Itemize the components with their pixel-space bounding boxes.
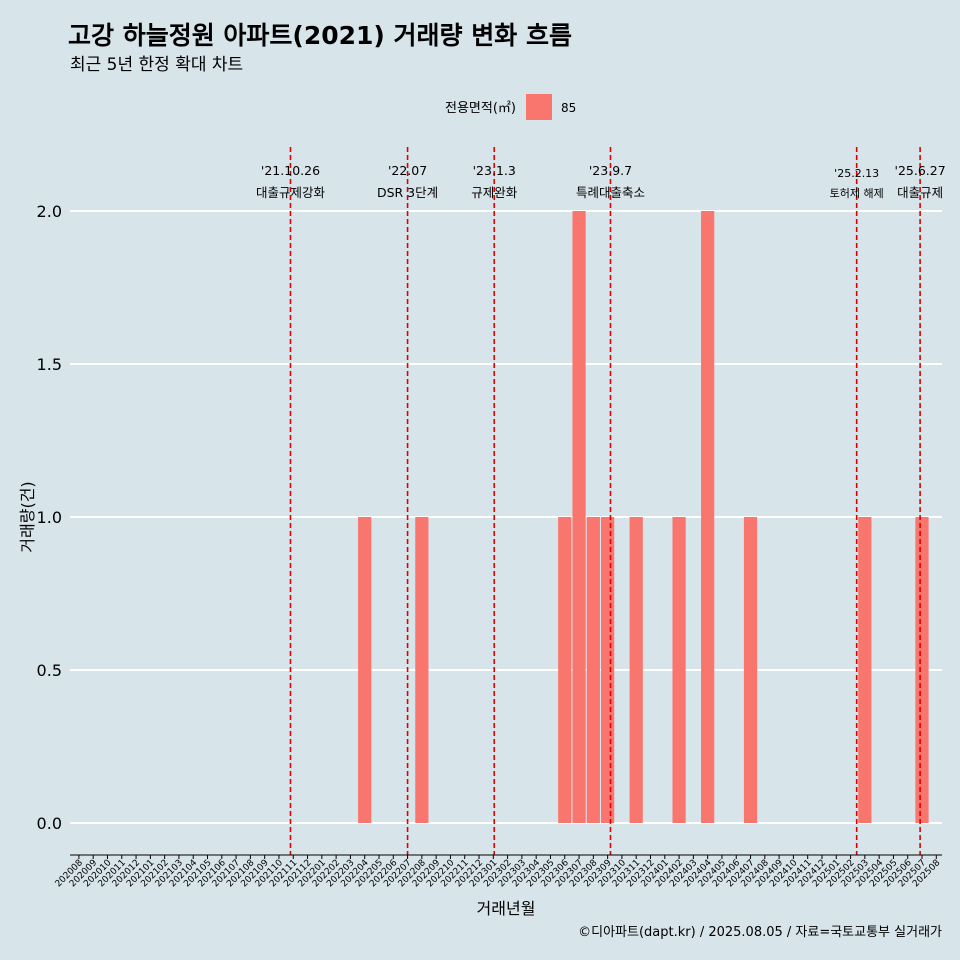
x-axis-title: 거래년월 (477, 899, 536, 918)
bar (572, 211, 586, 823)
bar (586, 517, 600, 823)
legend-title: 전용면적(㎡) (445, 101, 516, 116)
event-date: '21.10.26 (261, 163, 320, 178)
event-date: '23.9.7 (589, 163, 632, 178)
y-tick-label: 1.5 (37, 355, 62, 374)
bar (672, 517, 686, 823)
event-date: '22.07 (388, 163, 427, 178)
legend-swatch (526, 94, 552, 120)
legend: 전용면적(㎡) 85 (445, 94, 576, 120)
bars (358, 211, 929, 823)
y-tick-label: 2.0 (37, 202, 62, 221)
event-label: 토허제 해제 (830, 186, 884, 200)
x-ticks: 2020082020092020102020112020122021012021… (54, 855, 943, 889)
event-date: '25.6.27 (895, 163, 946, 178)
event-annotations: '21.10.26 대출규제강화 '22.07 DSR 3단계 '23.1.3 규제완화 '… (256, 163, 946, 200)
chart-subtitle: 최근 5년 한정 확대 차트 (70, 55, 243, 75)
bar (915, 517, 929, 823)
gridlines (70, 210, 942, 824)
legend-label: 85 (561, 101, 576, 115)
event-lines (289, 147, 921, 855)
y-tick-labels: 0.0 0.5 1.0 1.5 2.0 (37, 202, 62, 833)
caption: ©디아파트(dapt.kr) / 2025.08.05 / 자료=국토교통부 실… (578, 925, 942, 940)
chart-title: 고강 하늘정원 아파트(2021) 거래량 변화 흐름 (68, 21, 572, 50)
event-date: '25.2.13 (834, 167, 879, 180)
event-label: 규제완화 (471, 185, 518, 200)
event-label: DSR 3단계 (377, 185, 438, 200)
event-date: '23.1.3 (473, 163, 516, 178)
bar (415, 517, 429, 823)
event-label: 대출규제 (897, 185, 943, 200)
y-tick-label: 0.5 (37, 661, 62, 680)
event-label: 특례대출축소 (576, 185, 645, 200)
bar (701, 211, 715, 823)
bar (358, 517, 372, 823)
bar (858, 517, 872, 823)
bar (743, 517, 758, 823)
bar (558, 517, 572, 823)
y-tick-label: 1.0 (37, 508, 62, 527)
event-label: 대출규제강화 (256, 185, 326, 200)
y-axis-title: 거래량(건) (18, 481, 37, 552)
bar (629, 517, 643, 823)
bar (601, 517, 615, 823)
y-tick-label: 0.0 (37, 814, 62, 833)
